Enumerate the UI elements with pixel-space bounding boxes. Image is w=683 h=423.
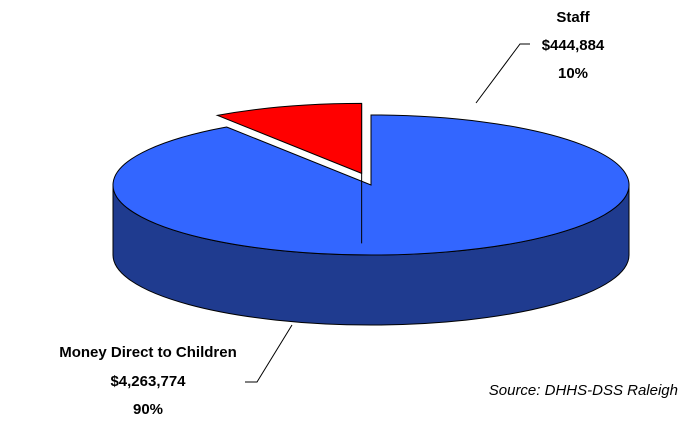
slice-top-staff bbox=[215, 102, 363, 175]
leader-line-staff bbox=[475, 43, 530, 104]
staff-label-value: $444,884 bbox=[542, 37, 605, 54]
source-note: Source: DHHS-DSS Raleigh bbox=[489, 382, 678, 399]
slice-staff bbox=[215, 102, 363, 244]
leader-lines bbox=[245, 43, 530, 383]
leader-line-children bbox=[245, 324, 293, 383]
children-label-name: Money Direct to Children bbox=[59, 344, 237, 361]
slice-money-direct-to-children bbox=[112, 114, 630, 326]
children-label-value: $4,263,774 bbox=[110, 373, 186, 390]
children-label-percent: 90% bbox=[133, 401, 163, 418]
staff-label-percent: 10% bbox=[558, 65, 588, 82]
slices-layer bbox=[112, 102, 630, 326]
slice-top-money-direct-to-children bbox=[112, 114, 630, 256]
staff-label-name: Staff bbox=[556, 9, 590, 26]
